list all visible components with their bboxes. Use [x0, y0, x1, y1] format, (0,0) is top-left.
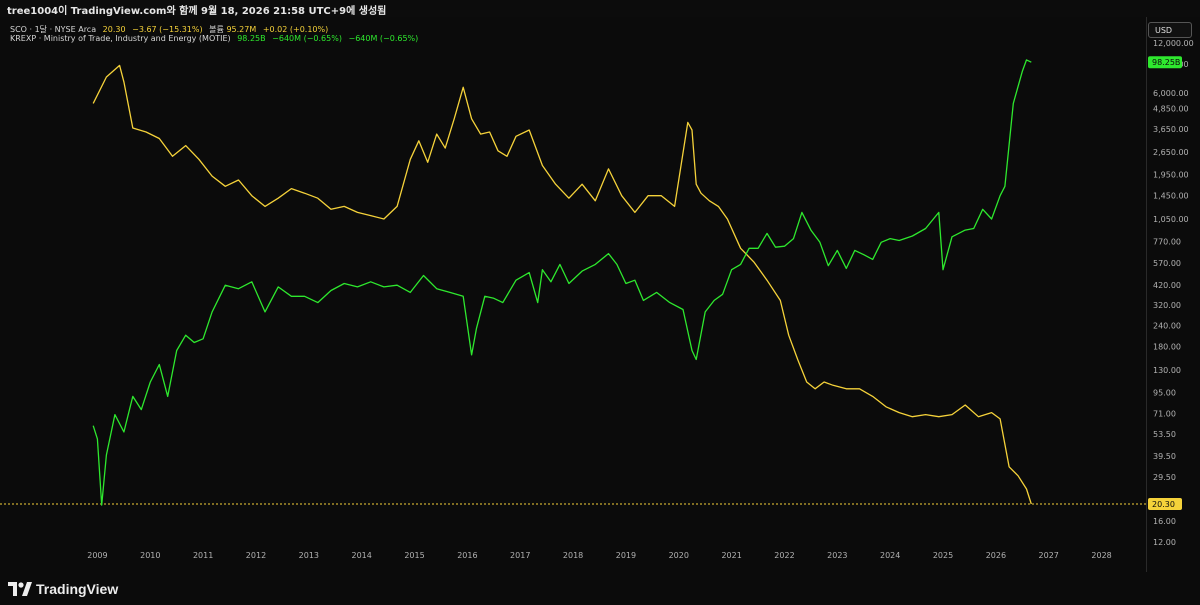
y-tick-label: 12.00 [1153, 538, 1176, 547]
legend-sco-symbol: SCO · 1달 · NYSE Arca [10, 25, 97, 34]
chart-area[interactable]: 2009 2010 2011 2012 2013 2014 2015 2016 2017 2018… [0, 17, 1200, 572]
y-tick-label: 770.00 [1153, 237, 1181, 246]
legend-krexp[interactable]: KREXP · Ministry of Trade, Industry and … [10, 34, 422, 43]
legend-sco-volume: 95.27M [226, 25, 257, 34]
y-tick-label: 1,950.00 [1153, 170, 1189, 179]
y-tick-label: 6,000.00 [1153, 89, 1189, 98]
series-layer [92, 59, 1032, 506]
series-line-sco[interactable] [92, 64, 1032, 505]
y-tick-label: 53.50 [1153, 430, 1176, 439]
y-tick-label: 3,650.00 [1153, 125, 1189, 134]
badge-sco [1148, 498, 1182, 511]
x-tick-label: 2013 [299, 551, 319, 560]
badge-layer: 98.25B 20.30 [1148, 56, 1182, 511]
badge-krexp [1148, 56, 1182, 69]
legend-sco-volume-change: +0.02 (+0.10%) [262, 25, 329, 34]
x-axis: 2009 2010 2011 2012 2013 2014 2015 2016 2017 2018… [87, 551, 1111, 560]
x-tick-label: 2011 [193, 551, 213, 560]
price-axis-divider [1146, 17, 1147, 572]
x-tick-label: 2026 [986, 551, 1006, 560]
x-tick-label: 2017 [510, 551, 530, 560]
y-tick-label: 1,050.00 [1153, 215, 1189, 224]
tradingview-logo-icon [8, 582, 32, 596]
currency-button[interactable]: USD [1148, 22, 1192, 38]
legend-krexp-change-alt: −640M (−0.65%) [348, 34, 419, 43]
x-tick-label: 2010 [140, 551, 160, 560]
y-tick-label: 240.00 [1153, 322, 1181, 331]
y-tick-label: 1,450.00 [1153, 192, 1189, 201]
y-tick-label: 95.00 [1153, 389, 1176, 398]
x-tick-label: 2023 [827, 551, 847, 560]
legend-sco-volume-label: 볼륨 [209, 25, 224, 34]
created-by-caption: tree1004이 TradingView.com와 함께 9월 18, 202… [7, 6, 387, 17]
x-tick-label: 2012 [246, 551, 266, 560]
tradingview-brand-text: TradingView [36, 581, 119, 597]
y-tick-label: 29.50 [1153, 473, 1176, 482]
legend-krexp-symbol: KREXP · Ministry of Trade, Industry and … [10, 34, 231, 43]
x-tick-label: 2009 [87, 551, 107, 560]
x-tick-label: 2024 [880, 551, 900, 560]
x-tick-label: 2028 [1091, 551, 1111, 560]
series-line-krexp[interactable] [92, 59, 1032, 506]
x-tick-label: 2025 [933, 551, 953, 560]
x-tick-label: 2014 [352, 551, 372, 560]
badge-sco-label: 20.30 [1152, 500, 1175, 509]
footer: TradingView [0, 572, 1200, 605]
price-chart[interactable]: 2009 2010 2011 2012 2013 2014 2015 2016 2017 2018… [0, 17, 1200, 572]
legend-sco-price: 20.30 [102, 25, 126, 34]
legend-krexp-change: −640M (−0.65%) [272, 34, 342, 43]
y-tick-label: 12,000.00 [1153, 39, 1194, 48]
x-tick-label: 2021 [721, 551, 741, 560]
legend-sco[interactable]: SCO · 1달 · NYSE Arca 20.30 −3.67 (−15.31… [10, 24, 332, 35]
y-tick-label: 39.50 [1153, 452, 1176, 461]
x-tick-label: 2018 [563, 551, 583, 560]
tradingview-logo[interactable]: TradingView [8, 579, 118, 599]
y-tick-label: 16.00 [1153, 517, 1176, 526]
y-tick-label: 130.00 [1153, 366, 1181, 375]
x-tick-label: 2016 [457, 551, 477, 560]
y-tick-label: 180.00 [1153, 342, 1181, 351]
y-tick-label: 4,850.00 [1153, 104, 1189, 113]
x-tick-label: 2019 [616, 551, 636, 560]
y-axis: 12,000.009,000.006,000.004,850.003,650.0… [1153, 39, 1194, 547]
legend-sco-change: −3.67 (−15.31%) [132, 25, 203, 34]
y-tick-label: 2,650.00 [1153, 148, 1189, 157]
y-tick-label: 570.00 [1153, 259, 1181, 268]
x-tick-label: 2022 [774, 551, 794, 560]
x-tick-label: 2015 [404, 551, 424, 560]
y-tick-label: 71.00 [1153, 410, 1176, 419]
badge-krexp-label: 98.25B [1152, 58, 1180, 67]
y-tick-label: 420.00 [1153, 281, 1181, 290]
x-tick-label: 2020 [669, 551, 689, 560]
x-tick-label: 2027 [1039, 551, 1059, 560]
legend-krexp-value: 98.25B [237, 34, 266, 43]
y-tick-label: 320.00 [1153, 301, 1181, 310]
